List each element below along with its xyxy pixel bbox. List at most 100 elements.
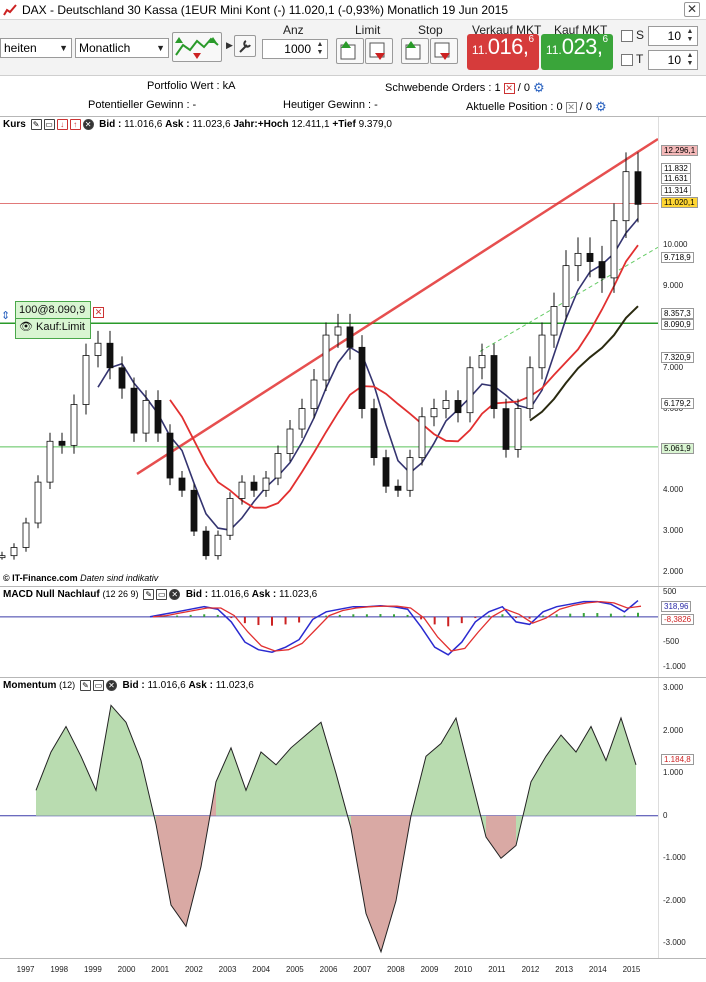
- chart-type-button[interactable]: [172, 32, 222, 62]
- momentum-area-positive: [306, 722, 321, 816]
- s-checkbox[interactable]: [621, 30, 633, 42]
- momentum-area-negative: [501, 815, 516, 859]
- price-candle-down: [586, 252, 594, 262]
- price-candle-up: [478, 355, 486, 369]
- year-label: 2011: [488, 965, 506, 974]
- stop-buy-icon: [405, 41, 421, 60]
- cancel-order-icon[interactable]: ✕: [93, 307, 104, 318]
- time-axis: 1997 1998 1999 2000 2001 2002 2003 2004 2005 2006…: [0, 958, 706, 982]
- macd-value-tag: 318,96: [661, 601, 692, 612]
- wrench-icon: [239, 40, 251, 53]
- price-candle-down: [118, 367, 126, 389]
- ask-value: 11.023,6: [215, 680, 254, 692]
- price-candle-down: [106, 342, 114, 369]
- gear-icon[interactable]: ⚙: [595, 99, 607, 114]
- momentum-area-positive: [321, 722, 336, 816]
- ask-label: Ask :: [188, 680, 213, 692]
- chart-signals-icon: [175, 37, 219, 59]
- price-candle-down: [346, 326, 354, 348]
- momentum-area-positive: [276, 747, 291, 816]
- year-label: 2014: [588, 965, 607, 974]
- drag-handle-icon[interactable]: ⇕: [1, 310, 11, 322]
- quantity-input[interactable]: 1000 ▲ ▼: [262, 39, 328, 59]
- pending-orders-label: Schwebende Orders : 1: [385, 81, 501, 94]
- price-candle-up: [322, 334, 330, 381]
- price-chart[interactable]: [0, 117, 706, 586]
- ask-value: 11.023,6: [279, 589, 318, 601]
- t-value: 10: [667, 53, 681, 67]
- units-select[interactable]: heiten ▼: [0, 38, 72, 58]
- close-panel-icon[interactable]: ✕: [105, 680, 117, 691]
- momentum-tick-label: 2.000: [663, 725, 684, 735]
- price-level-tag: 9.718,9: [661, 252, 694, 263]
- price-level-tag: 11.020,1: [661, 197, 698, 208]
- delete-orders-icon[interactable]: ✕: [503, 82, 515, 94]
- macd-axis: 500 -500 -1.000 318,96 -8,3826: [658, 587, 706, 677]
- pending-order-tag[interactable]: 100@8.090,9 👁 Kauf:Limit: [15, 301, 91, 339]
- wrench-icon[interactable]: ✎: [79, 680, 91, 691]
- s-stepper-icon[interactable]: ▲ ▼: [686, 28, 694, 43]
- s-label: S: [636, 28, 645, 42]
- momentum-area-negative: [366, 815, 381, 952]
- sell-price-big: 016,: [487, 34, 529, 59]
- close-position-icon[interactable]: ✕: [565, 101, 577, 113]
- stop-label: Stop: [418, 23, 443, 37]
- momentum-area-negative: [171, 815, 186, 927]
- period-select[interactable]: Monatlich ▼: [75, 38, 169, 58]
- price-candle-up: [466, 367, 474, 414]
- settings-wrench-button[interactable]: [234, 35, 256, 57]
- current-position-label: Aktuelle Position : 0: [466, 100, 563, 113]
- limit-buy-icon: [340, 41, 356, 60]
- buy-market-button[interactable]: 11.023,6: [541, 34, 613, 70]
- ask-label: Ask :: [165, 119, 190, 131]
- wrench-icon[interactable]: ✎: [30, 119, 42, 130]
- price-candle-up: [0, 555, 6, 559]
- price-candle-up: [538, 334, 546, 369]
- watermark: © IT-Finance.com Daten sind indikativ: [3, 573, 158, 583]
- momentum-line: [35, 704, 637, 954]
- sell-price-sup: 6: [528, 34, 535, 45]
- wrench-icon[interactable]: ✎: [143, 589, 155, 600]
- watermark-note: Daten sind indikativ: [80, 573, 159, 583]
- close-panel-icon[interactable]: ✕: [169, 589, 181, 600]
- year-label: 2003: [218, 965, 237, 974]
- stop-sell-icon: [434, 42, 450, 60]
- t-checkbox[interactable]: [621, 54, 633, 66]
- sell-alert-icon[interactable]: ↓: [56, 119, 68, 130]
- year-label: 2004: [252, 965, 271, 974]
- close-panel-icon[interactable]: ✕: [82, 119, 94, 130]
- quantity-stepper-icon[interactable]: ▲ ▼: [316, 41, 324, 56]
- price-candle-up: [238, 481, 246, 499]
- window-icon[interactable]: ▭: [156, 589, 168, 600]
- close-button[interactable]: ✕: [684, 2, 700, 17]
- momentum-area-positive: [231, 747, 246, 816]
- price-level-tag: 11.314: [661, 185, 691, 196]
- momentum-chart[interactable]: [0, 678, 706, 959]
- momentum-panel: Momentum (12) ✎ ▭ ✕ Bid : 11.016,6 Ask : 1…: [0, 677, 706, 959]
- window-icon[interactable]: ▭: [43, 119, 55, 130]
- buy-alert-icon[interactable]: ↑: [69, 119, 81, 130]
- window-title: DAX - Deutschland 30 Kassa (1EUR Mini Ko…: [22, 3, 509, 17]
- momentum-area-positive: [456, 718, 471, 816]
- price-level-tag: 7.320,9: [661, 352, 694, 363]
- price-candle-up: [94, 342, 102, 356]
- momentum-area-positive: [246, 752, 261, 816]
- moving-average-blue: [97, 218, 639, 531]
- current-position: Aktuelle Position : 0 ✕ / 0 ⚙: [466, 99, 607, 115]
- sell-market-button[interactable]: 11.016,6: [467, 34, 539, 70]
- today-profit: Heutiger Gewinn : -: [283, 99, 378, 111]
- portfolio-value: Portfolio Wert : kA: [147, 80, 236, 92]
- gear-icon[interactable]: ⚙: [533, 80, 545, 95]
- t-stepper-icon[interactable]: ▲ ▼: [686, 52, 694, 67]
- s-input[interactable]: 10 ▲ ▼: [648, 26, 698, 46]
- price-candle-down: [166, 432, 174, 479]
- year-low: 9.379,0: [358, 119, 392, 131]
- window-icon[interactable]: ▭: [92, 680, 104, 691]
- stop-buy-button[interactable]: [401, 38, 429, 64]
- limit-sell-button[interactable]: [365, 38, 393, 64]
- limit-buy-button[interactable]: [336, 38, 364, 64]
- macd-chart[interactable]: [0, 587, 706, 677]
- stop-sell-button[interactable]: [430, 38, 458, 64]
- momentum-area-positive: [81, 756, 96, 816]
- t-input[interactable]: 10 ▲ ▼: [648, 50, 698, 70]
